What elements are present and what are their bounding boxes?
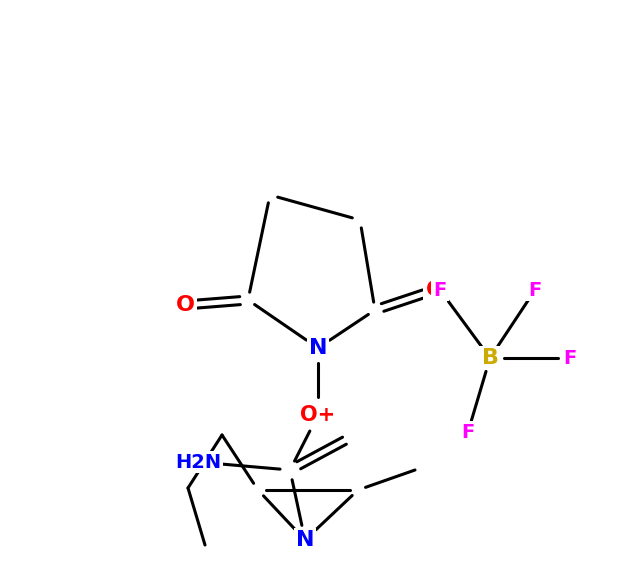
Text: O+: O+ <box>301 405 335 425</box>
Text: F: F <box>528 281 541 300</box>
Text: N: N <box>295 530 314 550</box>
Text: F: F <box>434 281 446 300</box>
Text: H2N: H2N <box>175 452 221 471</box>
Text: F: F <box>564 349 577 367</box>
Text: F: F <box>462 423 475 442</box>
Text: N: N <box>309 338 327 358</box>
Text: B: B <box>481 348 498 368</box>
Text: O: O <box>176 295 195 315</box>
Text: O: O <box>425 280 444 300</box>
